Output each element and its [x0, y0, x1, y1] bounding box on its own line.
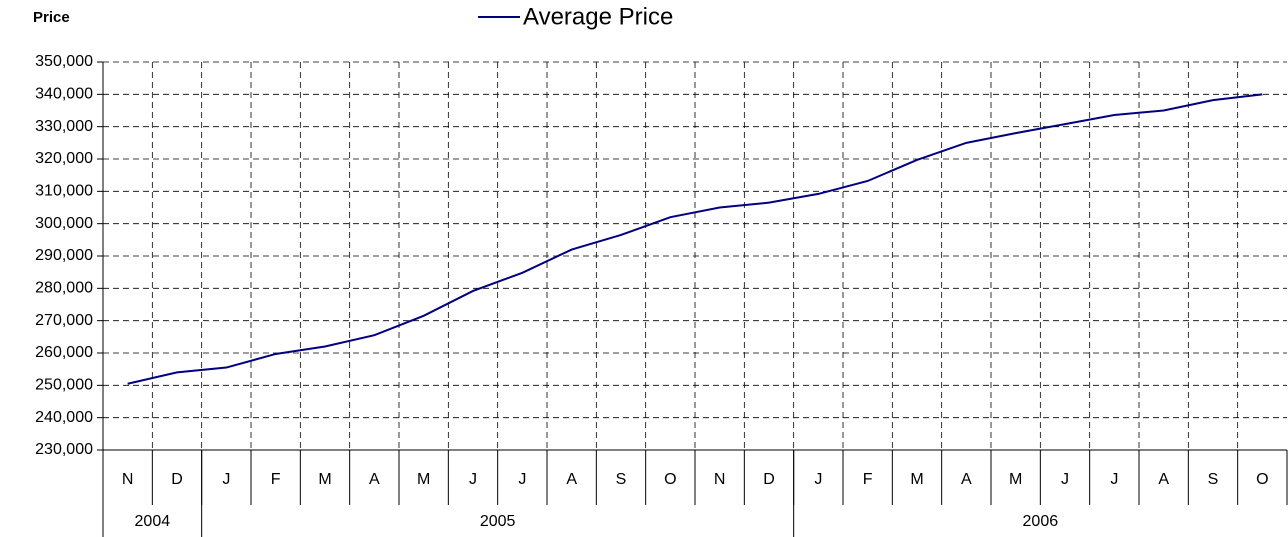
- y-tick-label: 290,000: [35, 247, 93, 264]
- y-tick-label: 230,000: [35, 441, 93, 458]
- x-tick-label: J: [222, 471, 230, 488]
- x-tick-label: S: [1208, 471, 1219, 488]
- x-tick-label: S: [616, 471, 627, 488]
- y-tick-label: 270,000: [35, 312, 93, 329]
- x-tick-label: O: [1256, 471, 1268, 488]
- y-tick-label: 280,000: [35, 280, 93, 297]
- x-tick-label: A: [369, 471, 380, 488]
- y-tick-label: 310,000: [35, 183, 93, 200]
- y-tick-label: 250,000: [35, 377, 93, 394]
- x-tick-label: J: [518, 471, 526, 488]
- x-tick-label: J: [469, 471, 477, 488]
- y-tick-label: 300,000: [35, 215, 93, 232]
- y-tick-label: 320,000: [35, 150, 93, 167]
- y-tick-label: 260,000: [35, 344, 93, 361]
- x-tick-label: O: [664, 471, 676, 488]
- x-tick-label: M: [417, 471, 430, 488]
- x-tick-label: A: [1158, 471, 1169, 488]
- x-tick-label: F: [863, 471, 873, 488]
- x-tick-label: A: [566, 471, 577, 488]
- year-label: 2004: [135, 513, 171, 530]
- x-tick-label: N: [122, 471, 134, 488]
- y-tick-label: 350,000: [35, 53, 93, 70]
- x-tick-label: J: [1110, 471, 1118, 488]
- legend-label: Average Price: [523, 3, 673, 30]
- x-tick-label: J: [1061, 471, 1069, 488]
- line-series: [127, 93, 1263, 385]
- x-tick-label: M: [318, 471, 331, 488]
- y-tick-label: 240,000: [35, 409, 93, 426]
- x-tick-label: N: [714, 471, 726, 488]
- y-axis-label: Price: [33, 9, 70, 26]
- x-tick-label: A: [961, 471, 972, 488]
- x-tick-label: D: [763, 471, 775, 488]
- year-label: 2005: [480, 513, 516, 530]
- x-tick-label: M: [910, 471, 923, 488]
- x-tick-label: D: [171, 471, 183, 488]
- y-tick-label: 330,000: [35, 118, 93, 135]
- x-tick-label: M: [1009, 471, 1022, 488]
- year-label: 2006: [1023, 513, 1059, 530]
- x-tick-label: J: [814, 471, 822, 488]
- x-tick-label: F: [271, 471, 281, 488]
- y-tick-label: 340,000: [35, 86, 93, 103]
